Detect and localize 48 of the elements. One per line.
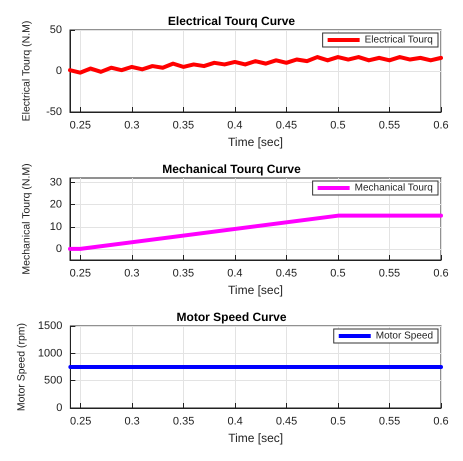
y-axis-title: Electrical Tourq (N.M) <box>20 20 32 122</box>
y-tick-label: -50 <box>46 106 62 118</box>
y-axis-title: Mechanical Tourq (N.M) <box>20 163 32 275</box>
x-tick-label: 0.6 <box>433 416 449 428</box>
chart-title: Electrical Tourq Curve <box>168 14 296 28</box>
x-tick-label: 0.5 <box>330 120 346 132</box>
x-tick-label: 0.45 <box>276 120 298 132</box>
x-tick-label: 0.35 <box>172 268 194 280</box>
x-tick-label: 0.5 <box>330 268 346 280</box>
y-tick-label: 30 <box>50 176 62 188</box>
chart-title: Mechanical Tourq Curve <box>162 162 302 176</box>
y-tick-label: 10 <box>50 220 62 233</box>
chart-title: Motor Speed Curve <box>176 310 287 324</box>
y-tick-label: 20 <box>50 198 62 211</box>
x-tick-label: 0.25 <box>70 268 92 280</box>
y-tick-label: 1000 <box>38 347 62 360</box>
x-tick-label: 0.35 <box>172 416 194 428</box>
x-axis-title: Time [sec] <box>228 431 284 445</box>
x-tick-label: 0.55 <box>378 120 400 132</box>
x-tick-label: 0.35 <box>172 120 194 132</box>
x-tick-label: 0.45 <box>276 268 298 280</box>
y-axis-title: Motor Speed (rpm) <box>16 322 28 412</box>
x-tick-label: 0.4 <box>227 268 243 280</box>
y-tick-label: 0 <box>56 402 62 414</box>
x-tick-label: 0.3 <box>124 268 140 280</box>
x-tick-label: 0.25 <box>70 120 92 132</box>
x-tick-label: 0.4 <box>227 120 243 132</box>
x-tick-label: 0.4 <box>227 416 243 428</box>
x-tick-label: 0.3 <box>124 416 140 428</box>
y-tick-label: 0 <box>56 65 62 77</box>
legend-label: Motor Speed <box>376 330 434 342</box>
x-tick-label: 0.6 <box>433 120 449 132</box>
x-tick-label: 0.45 <box>276 416 298 428</box>
x-axis-title: Time [sec] <box>228 283 283 297</box>
legend-label: Electrical Tourq <box>364 34 433 46</box>
x-axis-title: Time [sec] <box>228 135 283 149</box>
y-tick-label: 0 <box>56 242 62 255</box>
y-tick-label: 50 <box>50 24 62 36</box>
x-tick-label: 0.5 <box>330 416 346 428</box>
x-tick-label: 0.55 <box>378 268 400 280</box>
x-tick-label: 0.25 <box>70 416 92 428</box>
x-tick-label: 0.6 <box>433 268 449 280</box>
x-tick-label: 0.55 <box>378 416 400 428</box>
line-series <box>68 55 443 75</box>
y-tick-label: 1500 <box>38 320 62 332</box>
y-tick-label: 500 <box>44 374 62 387</box>
x-tick-label: 0.3 <box>124 120 140 132</box>
legend-label: Mechanical Tourq <box>354 182 433 194</box>
